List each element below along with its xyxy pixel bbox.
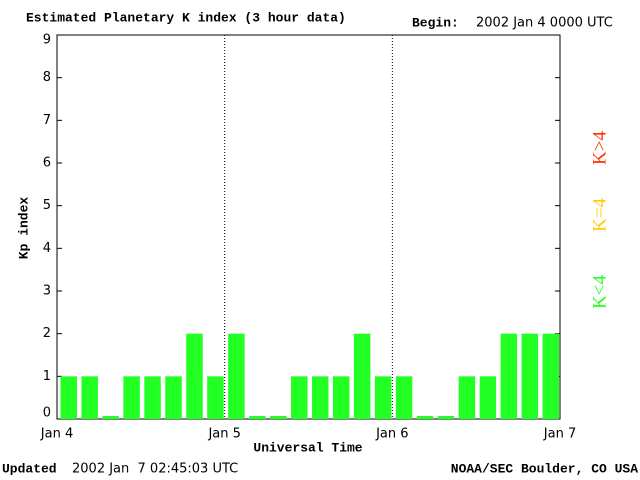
- begin-label: Begin:: [412, 15, 459, 30]
- updated-label: Updated: [2, 461, 57, 476]
- x-tick-label: Jan 6: [375, 427, 408, 442]
- updated-value: 2002 Jan 7 02:45:03 UTC: [72, 462, 238, 477]
- bar: [416, 416, 434, 419]
- bar: [207, 376, 224, 419]
- y-tick-label: 1: [43, 369, 51, 384]
- bar: [123, 376, 140, 419]
- y-tick-label: 4: [43, 241, 51, 256]
- bar: [186, 333, 203, 419]
- bar: [521, 333, 539, 419]
- bar: [228, 333, 245, 419]
- plot-frame: [56, 34, 561, 420]
- legend-entry: K>4: [589, 131, 610, 165]
- x-tick-label: Jan 7: [543, 427, 576, 442]
- begin-value: 2002 Jan 4 0000 UTC: [476, 16, 613, 31]
- y-tick-label: 7: [43, 113, 51, 128]
- y-axis-label: Kp index: [16, 197, 31, 260]
- x-axis-label: Universal Time: [253, 440, 362, 455]
- chart-title: Estimated Planetary K index (3 hour data…: [26, 10, 346, 25]
- bar: [60, 376, 77, 419]
- bar: [332, 376, 350, 419]
- bar: [353, 333, 371, 419]
- bar: [102, 416, 119, 419]
- y-tick-label: 6: [43, 156, 51, 171]
- legend-entry: K=4: [589, 198, 610, 232]
- bar: [500, 333, 518, 419]
- x-tick-label: Jan 4: [40, 427, 73, 442]
- legend-entry: K<4: [589, 275, 610, 309]
- y-tick-label: 2: [43, 326, 51, 341]
- bar: [81, 376, 98, 419]
- bar: [542, 333, 559, 419]
- bar: [437, 416, 455, 419]
- bar: [312, 376, 329, 419]
- y-tick-label: 9: [43, 33, 51, 48]
- credit: NOAA/SEC Boulder, CO USA: [451, 461, 638, 476]
- bar: [249, 416, 266, 419]
- y-tick-label: 0: [43, 406, 51, 421]
- bar: [395, 376, 413, 419]
- y-tick-label: 3: [43, 284, 51, 299]
- y-tick-label: 8: [43, 70, 51, 85]
- bar: [270, 416, 287, 419]
- bar: [374, 376, 392, 419]
- y-tick-label: 5: [43, 198, 51, 213]
- bar: [165, 376, 182, 419]
- bar: [291, 376, 308, 419]
- bar: [458, 376, 476, 419]
- bar: [479, 376, 497, 419]
- bar: [144, 376, 161, 419]
- x-tick-label: Jan 5: [207, 427, 240, 442]
